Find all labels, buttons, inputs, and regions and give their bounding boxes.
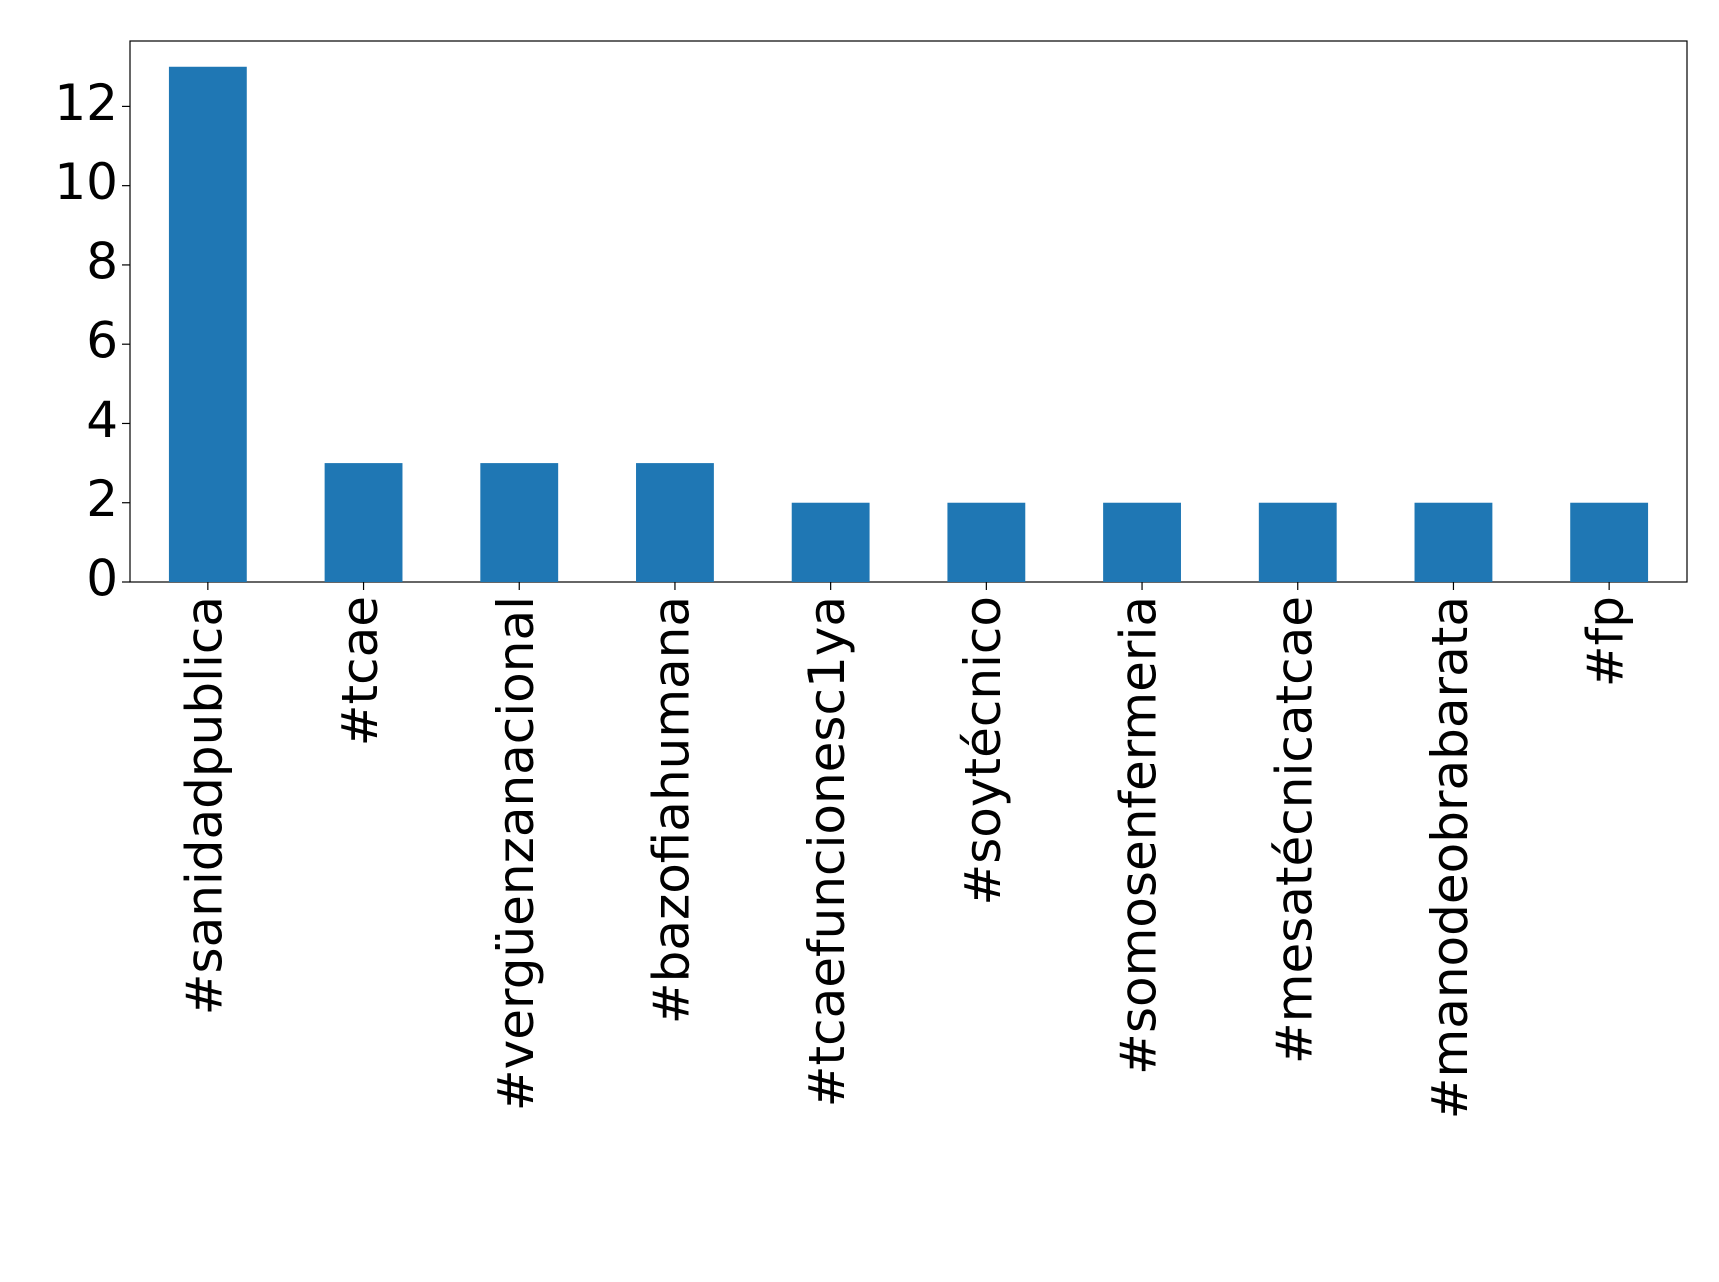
y-tick-label: 2 <box>86 470 118 528</box>
x-tick-label: #tcaefuncionesc1ya <box>798 596 856 1107</box>
x-tick-label: #mesatécnicatcae <box>1265 596 1323 1064</box>
x-tick-label: #fp <box>1577 596 1635 687</box>
y-tick-label: 4 <box>86 391 118 449</box>
bar <box>791 502 870 582</box>
bar <box>168 66 247 582</box>
x-tick-label: #soytécnico <box>954 596 1012 906</box>
x-tick-label: #vergüenzanacional <box>487 596 545 1111</box>
y-tick-label: 6 <box>86 312 118 370</box>
bar <box>1103 502 1181 582</box>
bar <box>1414 502 1493 582</box>
bar <box>636 463 714 582</box>
x-tick-label: #tcae <box>331 596 389 746</box>
y-tick-label: 8 <box>86 232 118 290</box>
bar <box>480 463 559 582</box>
bar <box>1258 502 1337 582</box>
y-tick-label: 0 <box>86 550 118 608</box>
x-tick-label: #bazofiahumana <box>642 596 700 1024</box>
y-tick-label: 10 <box>54 153 118 211</box>
x-tick-label: #manodeobrabarata <box>1421 596 1479 1119</box>
bar <box>1570 502 1649 582</box>
x-tick-label: #sanidadpublica <box>175 596 233 1015</box>
bar <box>947 502 1026 582</box>
x-tick-label: #somosenfermeria <box>1110 596 1168 1075</box>
plot-frame <box>129 40 1688 583</box>
bar <box>324 463 403 582</box>
y-tick-label: 12 <box>54 74 118 132</box>
